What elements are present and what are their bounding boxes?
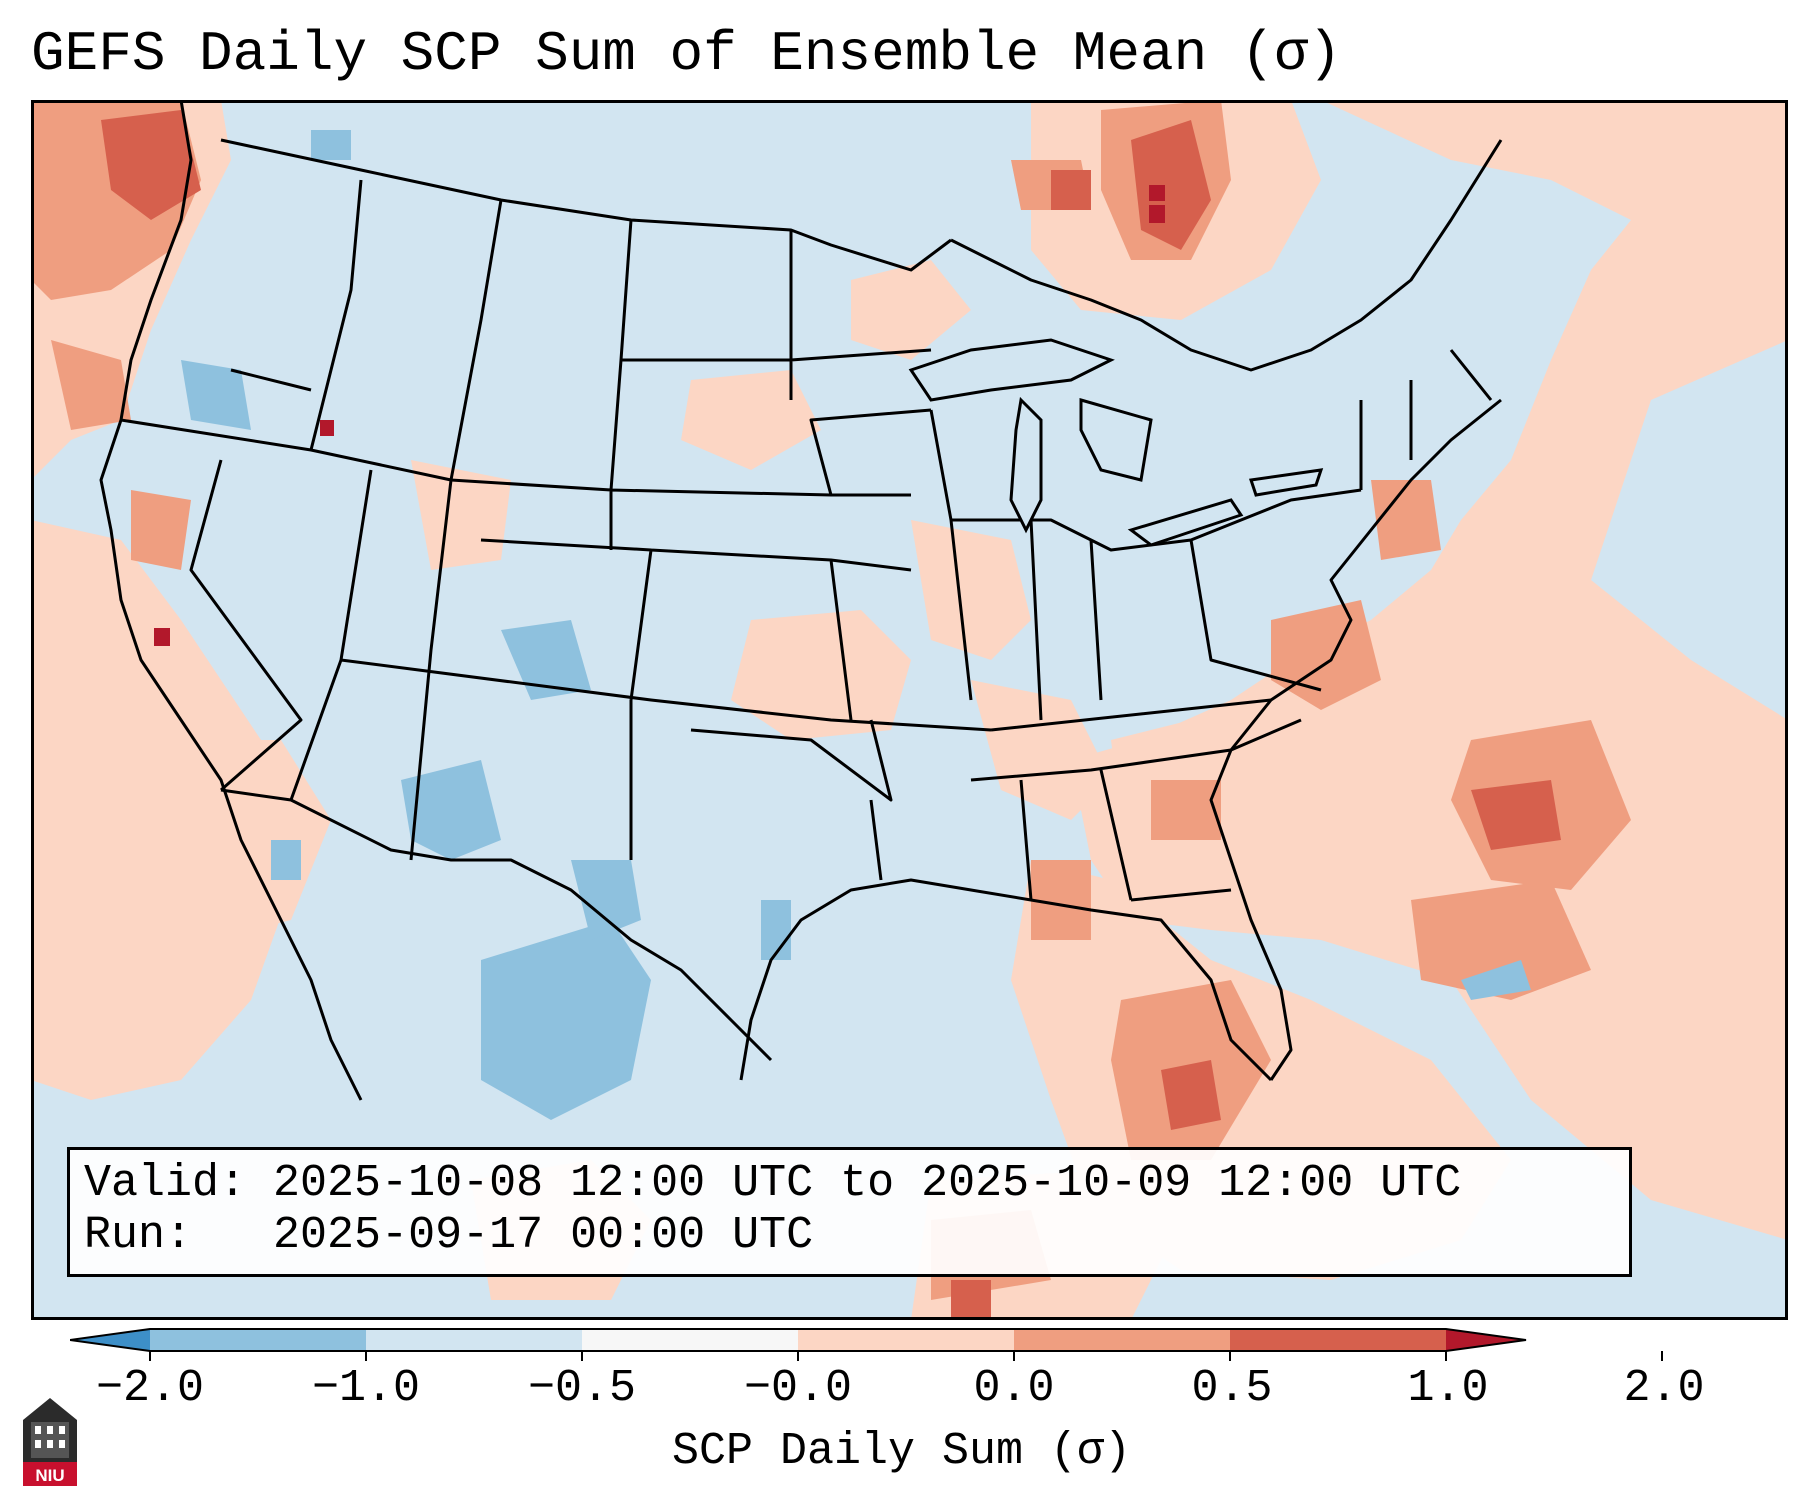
west-coast	[99, 100, 363, 1101]
canada-border	[220, 138, 952, 272]
colorbar-segment	[582, 1329, 798, 1351]
colorbar-arrow-low	[70, 1329, 150, 1351]
lake-erie	[1127, 498, 1244, 547]
lake-huron	[1079, 398, 1153, 482]
valid-value: 2025-10-08 12:00 UTC to 2025-10-09 12:00…	[273, 1158, 1462, 1209]
colorbar-tick: −2.0	[95, 1363, 205, 1414]
state-lines	[120, 179, 1493, 902]
anomaly-strong-regions	[101, 110, 1561, 1320]
niu-logo-icon: NIU	[23, 1398, 77, 1486]
map-frame	[31, 100, 1788, 1320]
colorbar	[70, 1328, 1663, 1361]
run-value: 2025-09-17 00:00 UTC	[273, 1210, 814, 1261]
colorbar-segment	[1230, 1329, 1446, 1351]
colorbar-tick: 0.5	[1191, 1363, 1273, 1414]
valid-time-box: Valid: 2025-10-08 12:00 UTC to 2025-10-0…	[67, 1147, 1632, 1277]
colorbar-tick: −0.5	[527, 1363, 637, 1414]
colorbar-tick: 2.0	[1623, 1363, 1705, 1414]
colorbar-tick: −0.0	[743, 1363, 853, 1414]
logo-text: NIU	[35, 1466, 64, 1485]
page-title: GEFS Daily SCP Sum of Ensemble Mean (σ)	[31, 22, 1342, 86]
run-line: Run: 2025-09-17 00:00 UTC	[84, 1210, 813, 1262]
colorbar-tick: −1.0	[311, 1363, 421, 1414]
mexico-border	[220, 788, 773, 1062]
lake-superior	[908, 338, 1115, 402]
anomaly-extreme-cells	[154, 185, 1165, 646]
lake-michigan	[1009, 396, 1043, 534]
run-label: Run:	[84, 1210, 193, 1261]
colorbar-label: SCP Daily Sum (σ)	[671, 1426, 1132, 1477]
negative-anomaly-regions	[181, 130, 1531, 1120]
map-boundaries	[99, 100, 1503, 1101]
valid-label: Valid:	[84, 1158, 247, 1209]
lake-ontario	[1249, 468, 1324, 497]
great-lakes-region	[950, 139, 1503, 372]
colorbar-segment	[1014, 1329, 1230, 1351]
colorbar-segment	[366, 1329, 582, 1351]
gulf-coast	[739, 878, 1273, 1082]
colorbar-segment	[150, 1329, 366, 1351]
great-lakes	[908, 338, 1324, 547]
colorbar-arrow-high	[1446, 1329, 1526, 1351]
valid-line: Valid: 2025-10-08 12:00 UTC to 2025-10-0…	[84, 1158, 1461, 1210]
colorbar-segment	[798, 1329, 1014, 1351]
colorbar-tick: 0.0	[973, 1363, 1055, 1414]
map-panel	[31, 100, 1788, 1320]
colorbar-tick: 1.0	[1407, 1363, 1489, 1414]
